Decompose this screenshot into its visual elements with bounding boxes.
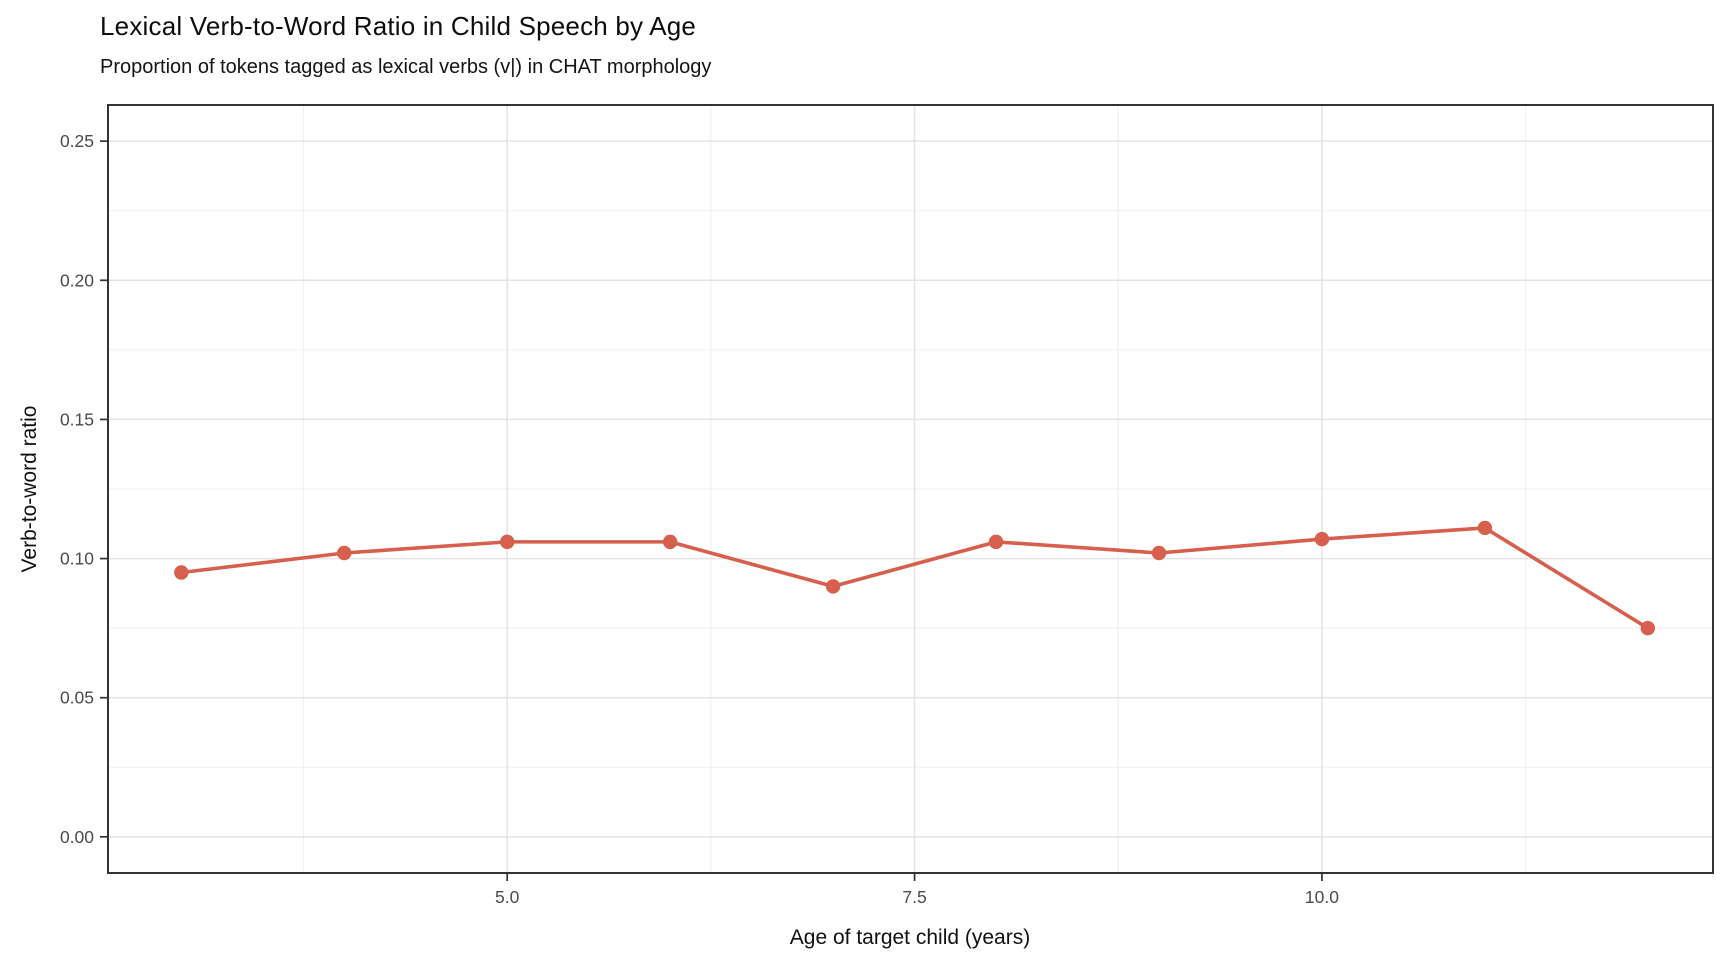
chart-subtitle: Proportion of tokens tagged as lexical v…	[100, 56, 712, 78]
data-point	[500, 534, 515, 550]
series-line	[179, 526, 1650, 630]
data-point	[662, 534, 678, 550]
data-point	[988, 534, 1004, 550]
y-tick-label: 0.15	[60, 409, 94, 429]
data-point	[1151, 545, 1167, 561]
chart-title: Lexical Verb-to-Word Ratio in Child Spee…	[100, 11, 697, 41]
data-point	[1314, 531, 1330, 547]
y-tick-label: 0.10	[60, 549, 94, 569]
x-tick-label: 10.0	[1305, 887, 1339, 907]
data-point	[337, 545, 352, 561]
y-tick-label: 0.20	[60, 270, 94, 290]
data-point	[174, 565, 189, 580]
x-axis-title: Age of target child (years)	[789, 926, 1031, 949]
data-point	[825, 579, 841, 594]
x-tick-label: 7.5	[902, 887, 926, 907]
x-tick-label: 5.0	[495, 887, 520, 907]
data-point	[1477, 520, 1493, 536]
y-tick-label: 0.25	[60, 131, 94, 151]
data-point	[1640, 620, 1656, 636]
y-tick-label: 0.00	[60, 827, 94, 847]
y-axis-title: Verb-to-word ratio	[18, 405, 41, 573]
panel-border	[107, 104, 1714, 874]
y-tick-label: 0.05	[60, 688, 94, 708]
